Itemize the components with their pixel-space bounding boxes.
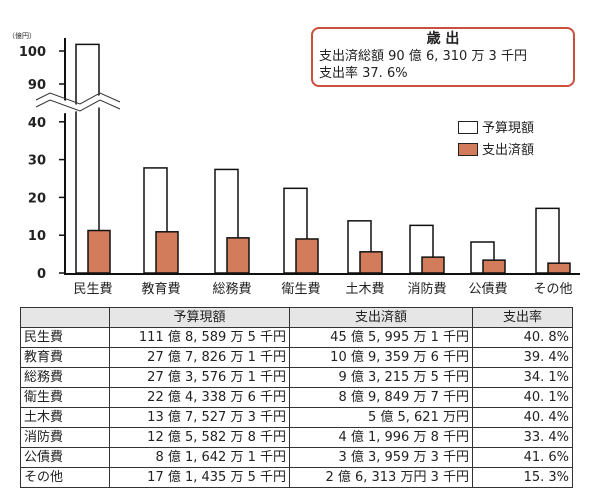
row-spent: 3 億 3, 959 万 3 千円	[289, 447, 473, 468]
row-category: 土木費	[20, 407, 110, 428]
table-row: 公債費 8 億 1, 642 万 1 千円 3 億 3, 959 万 3 千円 41.…	[20, 447, 573, 468]
bar-spent	[295, 238, 319, 274]
row-category: 民生費	[20, 327, 110, 348]
x-tick-label: 衛生費	[281, 282, 320, 297]
y-tick-label: 0	[37, 267, 46, 282]
table-row: 総務費 27 億 3, 576 万 1 千円 9 億 3, 215 万 5 千円 34…	[20, 367, 573, 388]
row-rate: 40. 8%	[472, 327, 573, 348]
row-rate: 39. 4%	[472, 347, 573, 368]
x-tick-label: 土木費	[345, 282, 384, 297]
y-tick-label: 90	[28, 78, 46, 93]
expenditure-summary: 歳 出 支出済総額 90 億 6, 310 万 3 千円 支出率 37. 6%	[311, 27, 575, 87]
header-budget: 予算現額	[109, 307, 290, 328]
bar-spent	[547, 262, 571, 274]
header-category	[20, 307, 110, 328]
legend-item-spent: 支出済額	[458, 140, 534, 162]
legend-item-budget: 予算現額	[458, 118, 534, 140]
bar-chart: 0 10 20 30 40 90 100 （億円） 民生費 教育費 総務費 衛生費 土木費 消防費 公債費 そ…	[8, 31, 580, 297]
table-row: 土木費 13 億 7, 527 万 3 千円 5 億 5, 621 万円 40. 4%	[20, 407, 573, 428]
summary-total: 支出済総額 90 億 6, 310 万 3 千円	[319, 49, 527, 64]
row-spent: 10 億 9, 359 万 6 千円	[289, 347, 473, 368]
bar-spent	[421, 256, 445, 274]
row-rate: 41. 6%	[472, 447, 573, 468]
legend: 予算現額 支出済額	[458, 118, 534, 162]
row-rate: 15. 3%	[472, 467, 573, 488]
x-tick-label: 民生費	[73, 282, 112, 297]
summary-rate: 支出率 37. 6%	[319, 66, 408, 81]
bar-spent	[482, 259, 506, 274]
row-spent: 5 億 5, 621 万円	[289, 407, 473, 428]
row-rate: 33. 4%	[472, 427, 573, 448]
row-category: 衛生費	[20, 387, 110, 408]
y-tick-label: 20	[28, 191, 46, 206]
x-tick-label: その他	[533, 282, 572, 297]
table-row: 教育費 27 億 7, 826 万 1 千円 10 億 9, 359 万 6 千円 3…	[20, 347, 573, 368]
table-row: 民生費 111 億 8, 589 万 5 千円 45 億 5, 995 万 1 千円…	[20, 327, 573, 348]
row-budget: 13 億 7, 527 万 3 千円	[109, 407, 290, 428]
legend-swatch-budget	[458, 121, 478, 134]
x-tick-label: 教育費	[141, 281, 180, 297]
table-row: 衛生費 22 億 4, 338 万 6 千円 8 億 9, 849 万 7 千円 40…	[20, 387, 573, 408]
row-spent: 8 億 9, 849 万 7 千円	[289, 387, 473, 408]
x-tick-label: 公債費	[468, 282, 507, 297]
row-spent: 2 億 6, 313 万円 3 千円	[289, 467, 473, 488]
legend-swatch-spent	[458, 143, 478, 156]
summary-title: 歳 出	[426, 31, 460, 47]
row-budget: 27 億 3, 576 万 1 千円	[109, 367, 290, 388]
row-budget: 8 億 1, 642 万 1 千円	[109, 447, 290, 468]
row-budget: 22 億 4, 338 万 6 千円	[109, 387, 290, 408]
row-category: 公債費	[20, 447, 110, 468]
row-category: 総務費	[20, 367, 110, 388]
row-budget: 111 億 8, 589 万 5 千円	[109, 327, 290, 348]
y-tick-label: 10	[28, 229, 46, 244]
x-tick-label: 総務費	[212, 282, 251, 297]
x-tick-label: 消防費	[407, 281, 446, 297]
row-category: 教育費	[20, 347, 110, 368]
row-spent: 4 億 1, 996 万 8 千円	[289, 427, 473, 448]
axis-break-line	[35, 92, 121, 105]
table-row: 消防費 12 億 5, 582 万 8 千円 4 億 1, 996 万 8 千円 33…	[20, 427, 573, 448]
row-rate: 40. 1%	[472, 387, 573, 408]
y-tick-label: 30	[28, 154, 46, 169]
row-budget: 12 億 5, 582 万 8 千円	[109, 427, 290, 448]
row-category: 消防費	[20, 427, 110, 448]
row-budget: 17 億 1, 435 万 5 千円	[109, 467, 290, 488]
bar-spent	[155, 231, 179, 274]
bar-spent	[87, 229, 111, 274]
row-rate: 40. 4%	[472, 407, 573, 428]
table-row: その他 17 億 1, 435 万 5 千円 2 億 6, 313 万円 3 千円 1…	[20, 467, 573, 488]
expenditure-table: 予算現額 支出済額 支出率 民生費 111 億 8, 589 万 5 千円 45 億…	[20, 307, 573, 488]
row-spent: 45 億 5, 995 万 1 千円	[289, 327, 473, 348]
header-rate: 支出率	[472, 307, 573, 328]
table-header: 予算現額 支出済額 支出率	[20, 307, 573, 328]
row-rate: 34. 1%	[472, 367, 573, 388]
row-spent: 9 億 3, 215 万 5 千円	[289, 367, 473, 388]
row-budget: 27 億 7, 826 万 1 千円	[109, 347, 290, 368]
bar-spent	[226, 237, 250, 274]
axis-break-line	[35, 99, 121, 112]
y-tick-label: 100	[19, 45, 46, 60]
bar-spent	[359, 251, 383, 274]
y-axis-label: （億円）	[8, 31, 36, 40]
header-spent: 支出済額	[289, 307, 473, 328]
y-tick-label: 40	[28, 116, 46, 131]
row-category: その他	[20, 467, 110, 488]
